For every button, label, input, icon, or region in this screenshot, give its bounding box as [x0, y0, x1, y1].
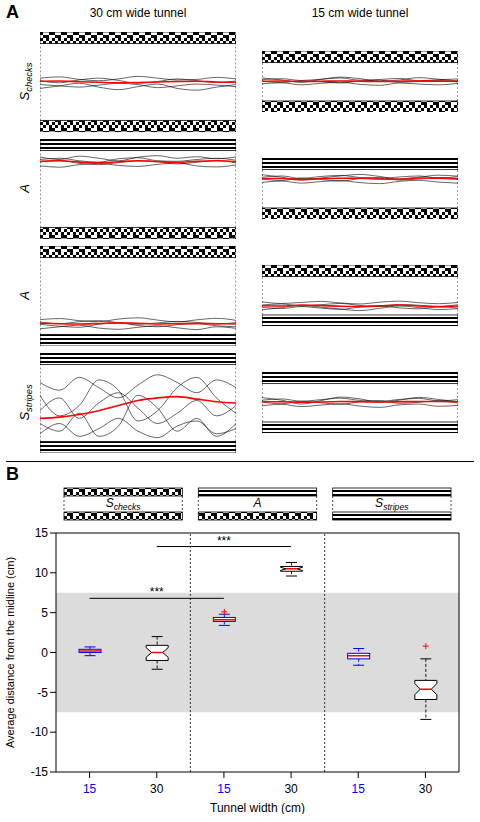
svg-text:5: 5 [41, 606, 48, 620]
svg-text:A: A [17, 184, 32, 194]
svg-text:Sstripes: Sstripes [17, 384, 34, 421]
html-text:B: B [6, 464, 19, 484]
svg-text:Tunnel width (cm): Tunnel width (cm) [210, 801, 305, 814]
svg-text:30: 30 [150, 782, 164, 796]
svg-text:-5: -5 [37, 686, 48, 700]
svg-text:A: A [17, 291, 32, 301]
html-text:15 cm wide tunnel: 15 cm wide tunnel [311, 6, 409, 20]
html-text:30 cm wide tunnel: 30 cm wide tunnel [89, 6, 187, 20]
svg-text:Average distance from the midl: Average distance from the midline (cm) [4, 557, 16, 748]
svg-text:***: *** [150, 585, 164, 599]
svg-text:-10: -10 [31, 725, 49, 739]
svg-text:15: 15 [83, 782, 97, 796]
svg-text:15: 15 [35, 526, 49, 540]
svg-text:0: 0 [41, 646, 48, 660]
svg-text:***: *** [217, 534, 231, 548]
svg-text:10: 10 [35, 566, 49, 580]
svg-text:-15: -15 [31, 765, 49, 779]
svg-text:Schecks: Schecks [106, 496, 142, 512]
svg-text:Schecks: Schecks [17, 62, 34, 100]
svg-text:30: 30 [284, 782, 298, 796]
svg-text:A: A [252, 496, 261, 510]
html-text:A: A [6, 2, 19, 22]
svg-text:15: 15 [352, 782, 366, 796]
svg-text:Sstripes: Sstripes [375, 496, 409, 512]
svg-text:15: 15 [217, 782, 231, 796]
svg-text:30: 30 [419, 782, 433, 796]
